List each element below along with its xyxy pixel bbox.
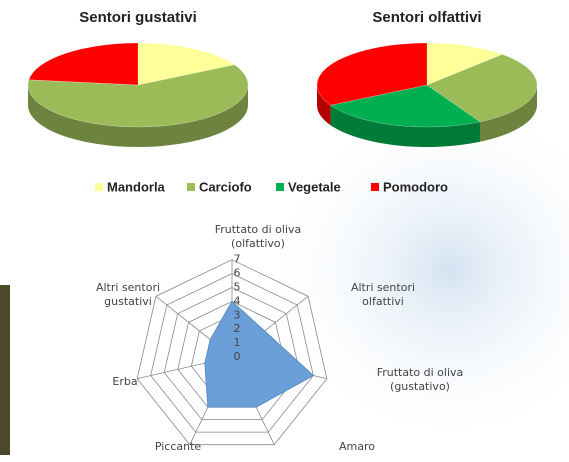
legend-swatch bbox=[187, 183, 195, 191]
legend-swatch bbox=[371, 183, 379, 191]
radar-axis-label: Piccante bbox=[143, 440, 213, 454]
r-tick-label: 5 bbox=[234, 281, 241, 294]
radar-axis-label: Altri sentori olfattivi bbox=[343, 281, 423, 309]
pie-title: Sentori gustativi bbox=[79, 9, 197, 26]
legend-label: Pomodoro bbox=[383, 179, 448, 194]
legend-label: Mandorla bbox=[107, 179, 166, 194]
radar-axis-label: Fruttato di oliva (olfattivo) bbox=[203, 223, 313, 251]
legend-swatch bbox=[276, 183, 284, 191]
radar-axis-label: Fruttato di oliva (gustativo) bbox=[365, 366, 475, 394]
legend-label: Carciofo bbox=[199, 179, 252, 194]
radar-axis-label: Amaro bbox=[327, 440, 387, 454]
radar-axis-label: Erba bbox=[100, 375, 150, 389]
r-tick-label: 0 bbox=[234, 350, 241, 363]
legend-swatch bbox=[95, 183, 103, 191]
pie-slice bbox=[29, 43, 138, 85]
r-tick-label: 7 bbox=[234, 253, 241, 266]
r-tick-label: 2 bbox=[234, 322, 241, 335]
r-tick-label: 1 bbox=[234, 336, 241, 349]
legend-label: Vegetale bbox=[288, 179, 341, 194]
radar-axis-label: Altri sentori gustativi bbox=[83, 281, 173, 309]
r-tick-label: 6 bbox=[234, 267, 241, 280]
pie-title: Sentori olfattivi bbox=[372, 9, 481, 26]
r-tick-label: 3 bbox=[234, 308, 241, 321]
background-photo-edge bbox=[0, 285, 10, 455]
page: Sentori gustativi Sentori olfattivi 0123… bbox=[0, 0, 569, 462]
r-tick-label: 4 bbox=[234, 294, 241, 307]
